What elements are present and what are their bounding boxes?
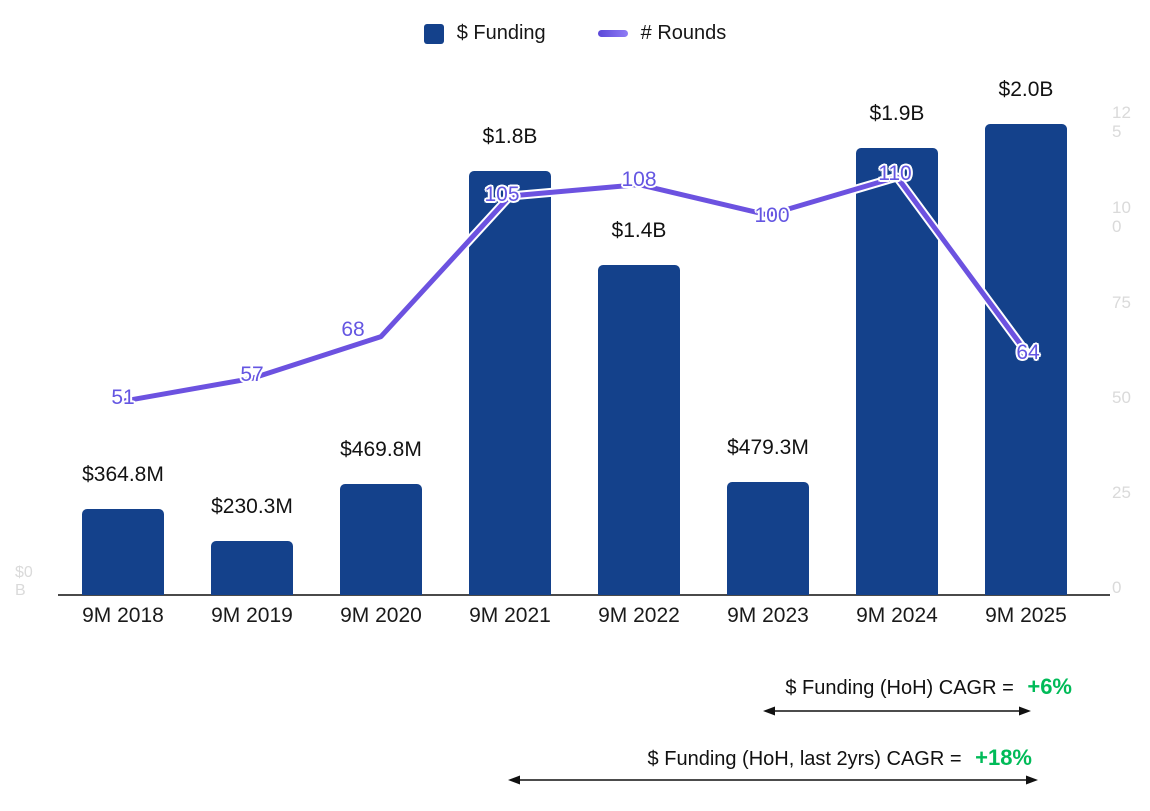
bar-9m-2022 xyxy=(598,265,680,595)
funding-swatch-icon xyxy=(423,23,444,44)
cagr-2yrs-label: $ Funding (HoH, last 2yrs) CAGR = xyxy=(647,748,968,770)
rounds-line-stroke xyxy=(120,174,1029,404)
right-axis: 125 100 75 50 25 0 xyxy=(1112,85,1138,625)
cagr-arrow-hoh xyxy=(763,706,1031,716)
right-axis-tick-label: 0 xyxy=(1112,578,1122,597)
legend-item-rounds: # Rounds xyxy=(597,22,727,45)
bar-9m-2023 xyxy=(727,482,809,595)
right-axis-tick-label: 75 xyxy=(1112,293,1131,312)
x-axis-line xyxy=(58,594,1110,596)
right-axis-tick-label: 125 xyxy=(1112,103,1131,141)
bar-9m-2019 xyxy=(211,541,293,595)
cagr-arrow-2yrs xyxy=(508,775,1038,785)
x-axis-label: 9M 2018 xyxy=(82,604,164,627)
x-axis-label: 9M 2019 xyxy=(211,604,293,627)
bar-value-label: $1.9B xyxy=(869,102,925,125)
rounds-point-label: 108 xyxy=(621,168,657,191)
cagr-annotation-2yrs: $ Funding (HoH, last 2yrs) CAGR = +18% xyxy=(0,745,1032,771)
plot-area: $364.8M $230.3M $469.8M $1.8B $1.4B $479.3M $1… xyxy=(60,78,1105,595)
bar-9m-2020 xyxy=(340,484,422,595)
x-axis-labels: 9M 2018 9M 2019 9M 2020 9M 2021 9M 2022 9M 20… xyxy=(0,604,1150,636)
cagr-hoh-value: +6% xyxy=(1027,674,1072,699)
x-axis-label: 9M 2025 xyxy=(985,604,1067,627)
bar-value-label: $230.3M xyxy=(211,495,293,518)
rounds-point-label: 51 xyxy=(111,386,135,409)
left-axis-zero-label: $0B xyxy=(15,564,33,599)
bar-value-label: $479.3M xyxy=(727,436,809,459)
right-axis-tick-label: 50 xyxy=(1112,388,1131,407)
cagr-2yrs-value: +18% xyxy=(975,745,1032,770)
legend-item-funding: $ Funding xyxy=(423,22,546,45)
rounds-point-label: 68 xyxy=(341,318,365,341)
bar-9m-2024 xyxy=(856,148,938,595)
x-axis-label: 9M 2022 xyxy=(598,604,680,627)
cagr-annotation-hoh: $ Funding (HoH) CAGR = +6% xyxy=(0,674,1072,700)
bar-value-label: $1.8B xyxy=(482,125,538,148)
legend-rounds-label: # Rounds xyxy=(640,22,727,44)
legend-funding-label: $ Funding xyxy=(456,22,546,44)
x-axis-label: 9M 2024 xyxy=(856,604,938,627)
rounds-point-label: 57 xyxy=(240,363,264,386)
bar-value-label: $1.4B xyxy=(611,219,667,242)
legend: $ Funding # Rounds xyxy=(0,22,1150,45)
bar-9m-2018 xyxy=(82,509,164,595)
x-axis-label: 9M 2021 xyxy=(469,604,551,627)
rounds-point-label: 64 xyxy=(1016,341,1040,364)
bar-9m-2021 xyxy=(469,171,551,595)
bar-value-label: $364.8M xyxy=(82,463,164,486)
right-axis-tick-label: 25 xyxy=(1112,483,1131,502)
x-axis-label: 9M 2023 xyxy=(727,604,809,627)
bar-9m-2025 xyxy=(985,124,1067,595)
rounds-point-label: 105 xyxy=(484,183,520,206)
rounds-point-label: 110 xyxy=(878,162,912,185)
x-axis-label: 9M 2020 xyxy=(340,604,422,627)
bar-value-label: $2.0B xyxy=(998,78,1054,101)
bar-value-label: $469.8M xyxy=(340,438,422,461)
cagr-hoh-label: $ Funding (HoH) CAGR = xyxy=(785,677,1020,699)
rounds-line-swatch-icon xyxy=(597,30,628,37)
rounds-line xyxy=(118,172,1031,406)
right-axis-tick-label: 100 xyxy=(1112,198,1131,236)
rounds-point-label: 100 xyxy=(754,204,790,227)
